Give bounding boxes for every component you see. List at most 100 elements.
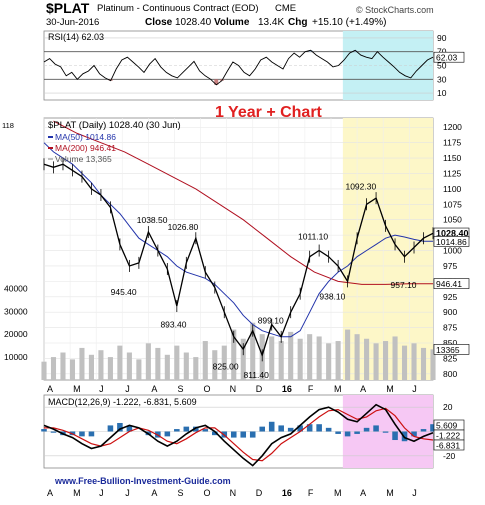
legend-entry-label: MA(200) 946.41 <box>55 143 116 153</box>
price-panel: 1200117511501125110010751050102510009759… <box>2 117 470 394</box>
price-right-box <box>433 236 470 247</box>
macd-histogram-bar <box>306 424 313 432</box>
price-right-label: 946.41 <box>436 279 462 289</box>
macd-histogram-bar <box>420 429 427 432</box>
volume-bar <box>41 361 47 380</box>
volume-bar <box>221 345 227 380</box>
macd-x-label: D <box>256 488 263 498</box>
volume-bar <box>231 329 237 380</box>
macd-x-label: A <box>360 488 366 498</box>
macd-histogram-bar <box>202 429 209 432</box>
macd-histogram-bar <box>411 431 417 437</box>
price-annotation-label: 1026.80 <box>168 222 199 232</box>
volume-bar <box>288 331 294 380</box>
volume-bar <box>107 357 113 380</box>
price-annotation-label: 893.40 <box>160 319 186 329</box>
price-tick-label: 1075 <box>443 199 462 209</box>
volume-bar <box>98 350 104 380</box>
macd-histogram-bar <box>382 431 389 433</box>
volume-tick-label: 20000 <box>4 329 28 339</box>
volume-bar <box>297 338 303 380</box>
macd-histogram-bar <box>50 431 57 433</box>
price-tick-label: 875 <box>443 323 457 333</box>
ma200-series-line <box>53 120 433 285</box>
price-tick-label: 1200 <box>443 122 462 132</box>
volume-bar <box>335 341 341 380</box>
macd-histogram-bar <box>174 429 180 432</box>
macd-histogram-bar <box>79 431 85 437</box>
macd-histogram-bar <box>240 431 247 438</box>
volume-bar <box>307 334 313 380</box>
macd-title-label: MACD(12,26,9) -1.222, -6.831, 5.609 <box>48 397 197 407</box>
macd-right-box <box>433 439 465 451</box>
price-annotation-label: 811.40 <box>243 370 269 380</box>
macd-x-label: A <box>151 488 157 498</box>
price-right-label: 1028.40 <box>436 229 469 239</box>
price-tick-label: 1175 <box>443 138 462 148</box>
macd-x-label: J <box>99 488 104 498</box>
volume-tick-label: 10000 <box>4 352 28 362</box>
volume-bar <box>411 343 417 380</box>
macd-histogram-bar <box>392 431 398 441</box>
volume-bar <box>174 345 180 380</box>
volume-bar <box>202 341 208 380</box>
price-tick-label: 1100 <box>443 184 462 194</box>
macd-histogram-bar <box>88 431 95 437</box>
volume-bar <box>392 336 398 380</box>
macd-histogram-bar <box>316 424 322 432</box>
volume-bar <box>278 341 284 380</box>
volume-bar <box>117 345 123 380</box>
macd-histogram-bar <box>344 431 351 437</box>
volume-bar <box>183 352 189 380</box>
price-x-label: M <box>334 384 342 394</box>
macd-histogram-bar <box>212 431 218 436</box>
macd-series-line <box>43 403 434 467</box>
price-tick-label: 800 <box>443 369 457 379</box>
volume-bar <box>126 352 132 380</box>
macd-histogram-bar <box>373 425 379 432</box>
price-x-label: A <box>360 384 366 394</box>
price-x-label: S <box>177 384 183 394</box>
symbol-label: $PLAT <box>46 0 90 16</box>
overlay-title: 1 Year + Chart <box>215 104 323 121</box>
price-x-label: O <box>204 384 211 394</box>
price-tick-label: 975 <box>443 261 457 271</box>
price-x-label: J <box>99 384 104 394</box>
volume-bar <box>240 338 246 380</box>
price-x-label: D <box>256 384 263 394</box>
price-tick-label: 850 <box>443 338 457 348</box>
rsi-highlight-region <box>342 31 433 100</box>
macd-x-label: O <box>204 488 211 498</box>
macd-histogram-bar <box>354 431 360 434</box>
price-annotation-label: 1011.10 <box>298 232 328 242</box>
macd-histogram-bar <box>363 427 370 432</box>
volume-bar <box>60 352 66 380</box>
price-tick-label: 1150 <box>443 153 462 163</box>
macd-histogram-bar <box>117 422 123 432</box>
macd-histogram-bar <box>297 425 303 432</box>
macd-histogram-bar <box>183 426 190 432</box>
price-x-label: M <box>386 384 394 394</box>
rsi-title-label: RSI(14) 62.03 <box>48 32 104 42</box>
chg-label: Chg <box>288 17 307 28</box>
rsi-panel: 90 70 50 30 10 RSI(14) 62.03 62.03 <box>43 30 465 101</box>
volume-bar <box>193 357 199 380</box>
price-right-box <box>433 278 470 289</box>
volume-bar <box>250 322 256 380</box>
price-x-label: A <box>47 384 53 394</box>
close-label: Close <box>145 17 173 28</box>
price-x-label: 16 <box>282 384 292 394</box>
ma50-series-line <box>43 142 433 338</box>
price-x-label: J <box>412 384 417 394</box>
volume-bar <box>269 336 275 380</box>
price-tick-label: 900 <box>443 307 457 317</box>
macd-histogram-bar <box>287 427 294 432</box>
macd-x-label: M <box>386 488 394 498</box>
price-series-line <box>43 163 434 358</box>
rsi-tick-label: 10 <box>437 88 447 98</box>
volume-bar <box>345 329 351 380</box>
description-label: Platinum - Continuous Contract (EOD) <box>97 3 259 14</box>
exchange-label: CME <box>275 3 296 14</box>
